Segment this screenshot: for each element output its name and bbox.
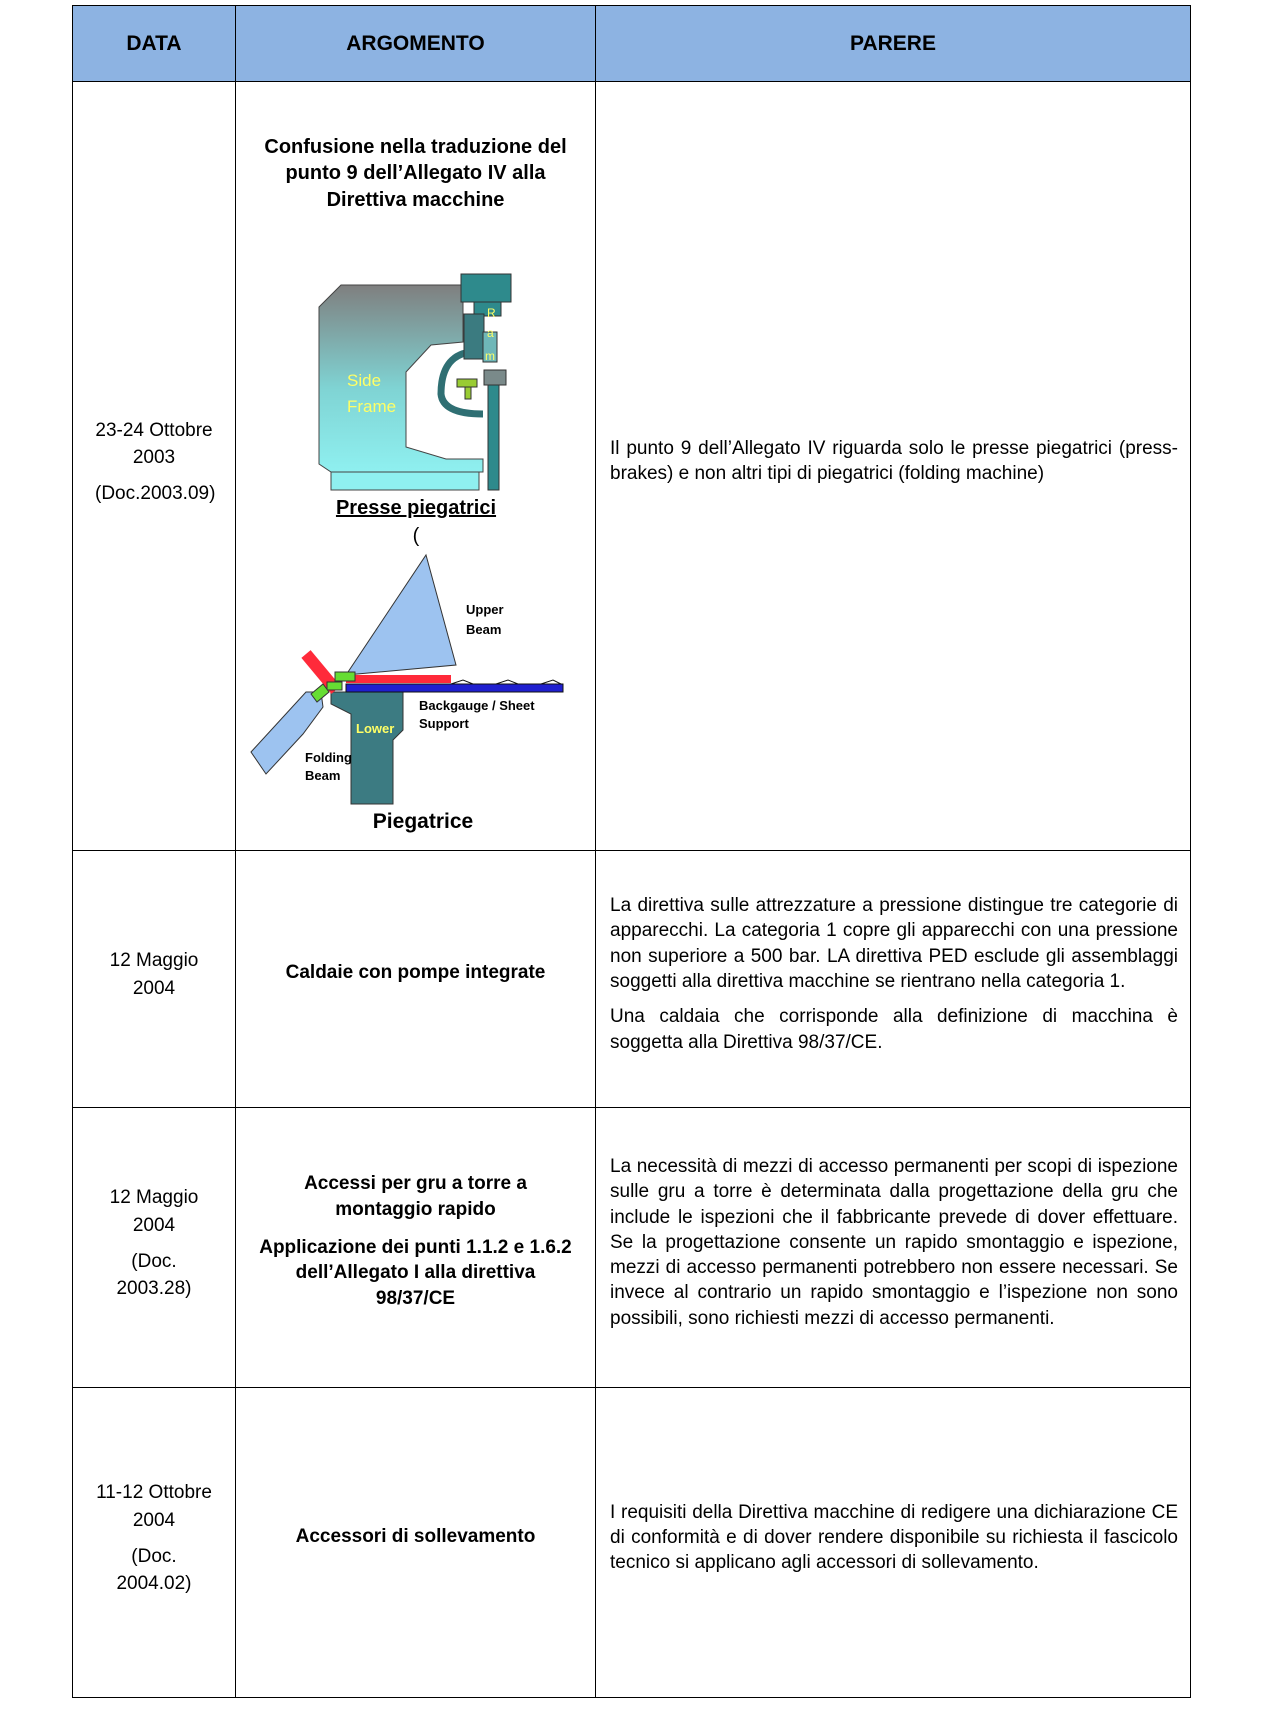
topic-cell: Confusione nella traduzione del punto 9 …: [235, 81, 596, 851]
doc: (Doc. 2003.28): [116, 1250, 192, 1300]
header-cell: PARERE: [595, 5, 1191, 82]
opinion-cell: I requisiti della Direttiva macchine di …: [595, 1387, 1191, 1698]
table: DATA ARGOMENTO PARERE 23-24 Ottobre 2003…: [72, 5, 1191, 1698]
header-cell: ARGOMENTO: [235, 5, 596, 82]
figure-label: Backgauge / Sheet: [419, 698, 535, 713]
figure-label: Side: [347, 371, 381, 390]
header-cell: DATA: [72, 5, 236, 82]
row: 11-12 Ottobre 2004 (Doc. 2004.02) Access…: [72, 1387, 1191, 1698]
opinion: Una caldaia che corrisponde alla definiz…: [610, 1006, 1178, 1053]
row: 12 Maggio 2004 Caldaie con pompe integra…: [72, 850, 1191, 1108]
figure-label: Lower: [356, 721, 394, 736]
opinion-cell: La direttiva sulle attrezzature a pressi…: [595, 850, 1191, 1108]
date: 11-12 Ottobre 2004: [96, 1482, 212, 1531]
topic: Applicazione dei punti 1.1.2 e 1.6.2 del…: [259, 1236, 572, 1309]
figure-label: Folding: [305, 750, 352, 765]
topic: Confusione nella traduzione del punto 9 …: [264, 136, 567, 211]
topic-cell: Accessi per gru a torre a montaggio rapi…: [235, 1107, 596, 1388]
opinion: La necessità di mezzi di accesso permane…: [610, 1156, 1178, 1329]
row: 23-24 Ottobre 2003 (Doc.2003.09) Confusi…: [72, 81, 1191, 851]
topic: Caldaie con pompe integrate: [285, 962, 546, 984]
topic-cell: Accessori di sollevamento: [235, 1387, 596, 1698]
header-row: DATA ARGOMENTO PARERE: [72, 5, 1191, 82]
figure-label: Frame: [347, 397, 396, 416]
figure-label: Beam: [305, 768, 340, 783]
figure-label: Upper: [466, 602, 504, 617]
date-cell: 12 Maggio 2004: [72, 850, 236, 1108]
row: 12 Maggio 2004 (Doc. 2003.28) Accessi pe…: [72, 1107, 1191, 1388]
doc: (Doc. 2004.02): [116, 1545, 192, 1595]
figure-label: a: [487, 326, 494, 340]
date-cell: 23-24 Ottobre 2003 (Doc.2003.09): [72, 81, 236, 851]
doc: (Doc.2003.09): [95, 482, 216, 504]
figure-label: Support: [419, 716, 469, 731]
opinion-cell: La necessità di mezzi di accesso permane…: [595, 1107, 1191, 1388]
opinion: Il punto 9 dell’Allegato IV riguarda sol…: [610, 437, 1178, 484]
date: 12 Maggio 2004: [109, 950, 199, 999]
figure-note: (: [413, 525, 420, 547]
date: 12 Maggio 2004: [109, 1187, 199, 1236]
figure-label: m: [485, 349, 495, 363]
figure-label: Beam: [466, 622, 501, 637]
figure-caption: Piegatrice: [373, 810, 473, 833]
topic-cell: Caldaie con pompe integrate: [235, 850, 596, 1108]
topic: Accessi per gru a torre a montaggio rapi…: [304, 1173, 527, 1221]
opinion-cell: Il punto 9 dell’Allegato IV riguarda sol…: [595, 81, 1191, 851]
date-cell: 12 Maggio 2004 (Doc. 2003.28): [72, 1107, 236, 1388]
figure-caption: Presse piegatrici: [336, 497, 496, 519]
opinion: I requisiti della Direttiva macchine di …: [610, 1501, 1178, 1574]
opinion: La direttiva sulle attrezzature a pressi…: [610, 895, 1178, 992]
topic: Accessori di sollevamento: [295, 1525, 536, 1547]
figure-area: Confusione nella traduzione del punto 9 …: [236, 82, 595, 850]
figure-label: R: [487, 306, 496, 320]
figures: R a m Side Frame Presse piegatrici ( Upp…: [250, 273, 564, 833]
date: 23-24 Ottobre 2003: [95, 419, 213, 469]
date-cell: 11-12 Ottobre 2004 (Doc. 2004.02): [72, 1387, 236, 1698]
